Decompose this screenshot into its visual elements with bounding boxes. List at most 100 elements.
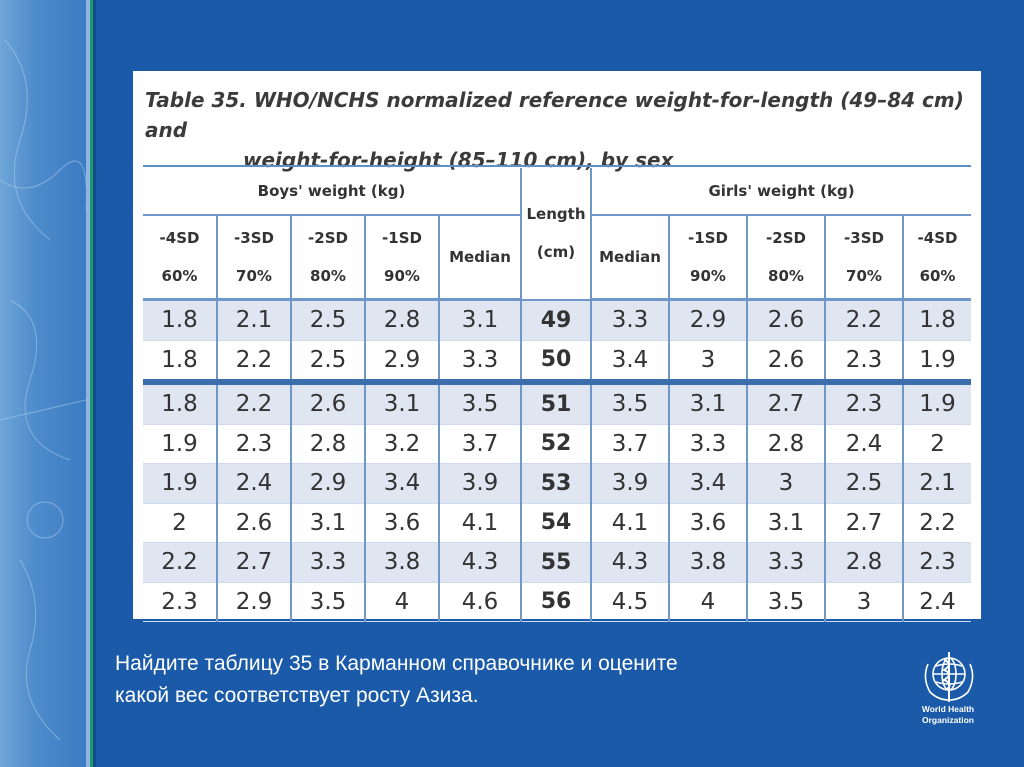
weight-cell: 1.8 (143, 379, 217, 425)
weight-cell: 3.1 (364, 379, 439, 425)
weight-cell: 3 (668, 340, 747, 383)
length-cell: 55 (520, 542, 591, 583)
col-header: Median (438, 215, 521, 301)
col-sd: -1SD (688, 229, 728, 247)
weight-cell: 1.9 (143, 463, 217, 504)
table-row: 1.8 2.2 2.6 3.1 3.5 51 3.5 3.1 2.7 2.3 1.9 (143, 379, 972, 425)
divider-dark (93, 0, 96, 767)
weight-cell: 3.8 (364, 542, 439, 583)
col-header: -2SD 80% (746, 215, 825, 301)
weight-cell: 2.9 (216, 582, 291, 622)
table-row: 1.9 2.3 2.8 3.2 3.7 52 3.7 3.3 2.8 2.4 2 (143, 424, 972, 464)
weight-cell: 2.4 (901, 582, 972, 622)
weight-cell: 4.3 (590, 542, 669, 583)
weight-cell: 2.5 (290, 340, 365, 383)
table-row: 1.8 2.2 2.5 2.9 3.3 50 3.4 3 2.6 2.3 1.9 (143, 340, 972, 383)
length-cell: 51 (520, 379, 591, 425)
weight-cell: 3 (746, 463, 825, 504)
col-pct: 80% (310, 267, 346, 285)
col-header: -3SD 70% (824, 215, 903, 301)
weight-cell: 2.7 (746, 379, 825, 425)
weight-cell: 1.9 (901, 340, 972, 383)
table-row: 2.2 2.7 3.3 3.8 4.3 55 4.3 3.8 3.3 2.8 2.3 (143, 542, 972, 583)
weight-cell: 2.1 (901, 463, 972, 504)
weight-cell: 4.1 (438, 503, 521, 543)
length-cell: 54 (520, 503, 591, 543)
weight-cell: 3.1 (290, 503, 365, 543)
weight-cell: 4 (668, 582, 747, 622)
decorative-sketch (0, 39, 86, 741)
length-cell: 53 (520, 463, 591, 504)
weight-cell: 2.2 (216, 379, 291, 425)
length-cell: 50 (520, 340, 591, 383)
weight-cell: 3.3 (746, 542, 825, 583)
col-pct: 80% (768, 267, 804, 285)
weight-cell: 2.5 (290, 299, 365, 341)
col-sd: Median (599, 248, 661, 266)
weight-cell: 3.8 (668, 542, 747, 583)
weight-cell: 1.9 (143, 424, 217, 464)
who-emblem-icon (924, 652, 974, 702)
weight-cell: 3.3 (438, 340, 521, 383)
weight-cell: 2.8 (364, 299, 439, 341)
weight-cell: 1.8 (143, 299, 217, 341)
length-cell: 56 (520, 582, 591, 622)
col-sd: -3SD (234, 229, 274, 247)
col-header: -1SD 90% (364, 215, 439, 301)
weight-cell: 2.2 (824, 299, 903, 341)
table-row: 2 2.6 3.1 3.6 4.1 54 4.1 3.6 3.1 2.7 2.2 (143, 503, 972, 543)
col-sd: -3SD (844, 229, 884, 247)
who-logo-line2: Organization (922, 715, 974, 725)
col-sd: -2SD (308, 229, 348, 247)
col-pct: 60% (161, 267, 198, 285)
weight-cell: 4.1 (590, 503, 669, 543)
table-title: Table 35. WHO/NCHS normalized reference … (145, 85, 965, 175)
weight-cell: 3.3 (590, 299, 669, 341)
length-cell: 49 (520, 299, 591, 341)
weight-cell: 4.6 (438, 582, 521, 622)
weight-cell: 3.1 (668, 379, 747, 425)
slide-caption: Найдите таблицу 35 в Карманном справочни… (115, 648, 895, 712)
divider-light (86, 0, 90, 767)
weight-cell: 2.2 (143, 542, 217, 583)
girls-weight-header: Girls' weight (kg) (589, 168, 972, 216)
weight-cell: 2.6 (290, 379, 365, 425)
weight-cell: 3 (824, 582, 903, 622)
weight-cell: 2.3 (824, 379, 903, 425)
boys-weight-header: Boys' weight (kg) (143, 168, 521, 216)
weight-cell: 3.1 (746, 503, 825, 543)
weight-cell: 3.7 (438, 424, 521, 464)
table-row: 2.3 2.9 3.5 4 4.6 56 4.5 4 3.5 3 2.4 (143, 582, 972, 622)
col-sd: Median (449, 248, 511, 266)
col-header: -3SD 70% (216, 215, 291, 301)
weight-cell: 2.6 (746, 340, 825, 383)
weight-cell: 1.9 (901, 379, 972, 425)
weight-cell: 2.4 (216, 463, 291, 504)
weight-cell: 2.6 (216, 503, 291, 543)
weight-cell: 2.8 (746, 424, 825, 464)
length-header: Length (cm) (520, 168, 591, 301)
caption-line2: какой вес соответствует росту Азиза. (115, 684, 479, 707)
weight-cell: 2.8 (290, 424, 365, 464)
weight-cell: 2.9 (290, 463, 365, 504)
weight-cell: 2.4 (824, 424, 903, 464)
who-logo-line1: World Health (921, 704, 975, 714)
weight-cell: 3.6 (364, 503, 439, 543)
weight-cell: 3.5 (590, 379, 669, 425)
weight-cell: 2.5 (824, 463, 903, 504)
col-sd: -4SD (917, 229, 958, 247)
decorative-side-band (0, 0, 86, 767)
weight-cell: 3.4 (364, 463, 439, 504)
col-header: -4SD 60% (143, 215, 217, 301)
header-columns-row: -4SD 60% -3SD 70% -2SD 80% -1SD 90% Median M… (143, 215, 972, 301)
col-header: -1SD 90% (668, 215, 747, 301)
weight-cell: 3.9 (438, 463, 521, 504)
weight-cell: 3.2 (364, 424, 439, 464)
col-pct: 90% (690, 267, 726, 285)
col-pct: 70% (846, 267, 882, 285)
weight-cell: 3.1 (438, 299, 521, 341)
table-row: 1.8 2.1 2.5 2.8 3.1 49 3.3 2.9 2.6 2.2 1.8 (143, 299, 972, 341)
weight-cell: 3.4 (668, 463, 747, 504)
weight-cell: 3.5 (290, 582, 365, 622)
col-header: Median (590, 215, 669, 301)
